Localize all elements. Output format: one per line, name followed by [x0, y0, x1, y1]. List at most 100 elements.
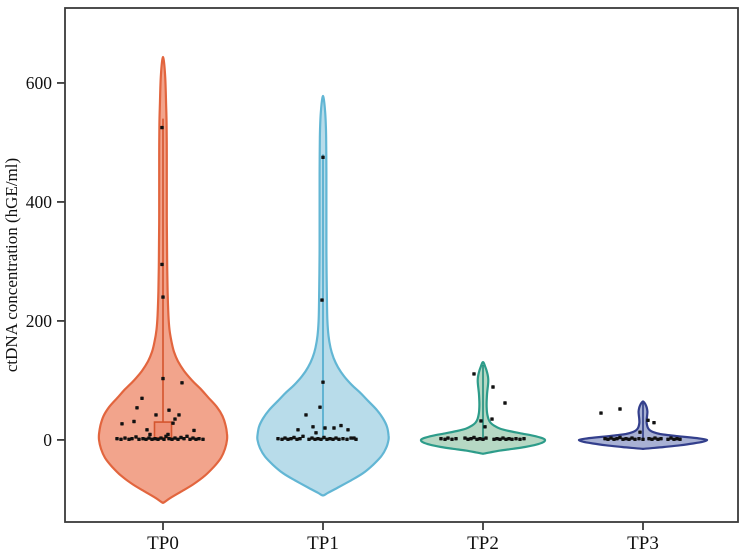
data-point: [484, 436, 488, 440]
data-point: [346, 428, 350, 432]
data-point: [185, 434, 189, 438]
data-point: [466, 437, 470, 441]
data-point: [295, 437, 299, 441]
data-point: [653, 436, 657, 440]
data-point: [123, 436, 127, 440]
data-point: [650, 437, 654, 441]
data-point: [666, 437, 670, 441]
data-point: [134, 435, 138, 439]
data-point: [160, 262, 164, 267]
y-tick-label: 0: [43, 430, 52, 450]
data-point: [321, 155, 325, 159]
data-point: [454, 437, 458, 441]
data-point: [307, 437, 311, 441]
data-point: [130, 437, 134, 441]
x-tick-label: TP0: [147, 533, 179, 554]
data-point: [331, 437, 335, 441]
data-point: [304, 413, 308, 417]
data-point: [627, 437, 631, 441]
data-point: [624, 437, 628, 441]
data-point: [301, 434, 305, 438]
data-point: [612, 437, 616, 441]
data-point: [641, 437, 645, 441]
data-point: [140, 396, 144, 400]
data-point: [316, 437, 320, 441]
data-point: [522, 437, 526, 441]
data-point: [490, 417, 494, 421]
data-point: [171, 421, 175, 425]
data-point: [638, 430, 642, 434]
data-point: [504, 437, 508, 441]
data-point: [349, 436, 353, 440]
data-point: [495, 437, 499, 441]
data-point: [310, 436, 314, 440]
data-point: [153, 437, 157, 441]
data-point: [150, 437, 154, 441]
data-point: [289, 437, 293, 441]
data-point: [173, 436, 177, 440]
data-point: [283, 436, 287, 440]
data-point: [137, 437, 141, 441]
data-point: [127, 437, 131, 441]
data-point: [483, 425, 487, 429]
data-point: [332, 426, 336, 430]
data-point: [328, 437, 332, 441]
data-point: [450, 437, 454, 441]
data-point: [144, 437, 148, 441]
data-point: [618, 435, 622, 440]
data-point: [669, 436, 673, 440]
plot-border: [64, 7, 739, 523]
data-point: [162, 437, 166, 441]
data-point: [119, 437, 123, 441]
data-point: [339, 423, 343, 428]
data-point: [354, 437, 358, 441]
x-tick-label: TP2: [467, 533, 499, 554]
data-point: [319, 437, 323, 441]
data-point: [313, 437, 317, 441]
data-point: [132, 419, 136, 424]
data-point: [321, 380, 325, 384]
data-point: [292, 435, 296, 440]
data-point: [173, 417, 177, 421]
data-point: [314, 431, 318, 435]
data-point: [311, 425, 315, 429]
data-point: [167, 437, 171, 441]
data-point: [659, 437, 663, 441]
data-point: [446, 436, 450, 440]
data-point: [194, 437, 198, 441]
data-point: [469, 437, 473, 441]
data-point: [503, 401, 507, 405]
data-point: [599, 411, 603, 415]
data-point: [182, 437, 186, 441]
data-point: [615, 437, 619, 441]
data-point: [475, 437, 479, 441]
data-point: [609, 436, 613, 440]
data-point: [154, 413, 158, 417]
data-point: [652, 421, 656, 425]
data-point: [633, 437, 637, 441]
x-tick-label: TP1: [307, 533, 339, 554]
data-point: [160, 125, 164, 130]
data-point: [135, 406, 139, 410]
x-tick-label: TP3: [627, 533, 659, 554]
data-point: [318, 405, 322, 409]
data-point: [170, 437, 174, 441]
data-point: [637, 437, 641, 441]
data-point: [167, 408, 171, 412]
data-point: [320, 298, 324, 302]
data-point: [296, 428, 300, 432]
data-point: [501, 436, 505, 440]
data-point: [188, 437, 192, 441]
data-point: [161, 376, 165, 381]
data-point: [472, 372, 476, 376]
data-point: [618, 407, 622, 411]
data-point: [472, 435, 476, 440]
data-point: [120, 422, 124, 426]
y-axis-title: ctDNA concentration (hGE/ml): [2, 158, 21, 372]
data-point: [334, 436, 338, 440]
data-point: [286, 437, 290, 441]
data-point: [197, 437, 201, 441]
data-point: [156, 437, 160, 441]
data-point: [439, 437, 443, 441]
